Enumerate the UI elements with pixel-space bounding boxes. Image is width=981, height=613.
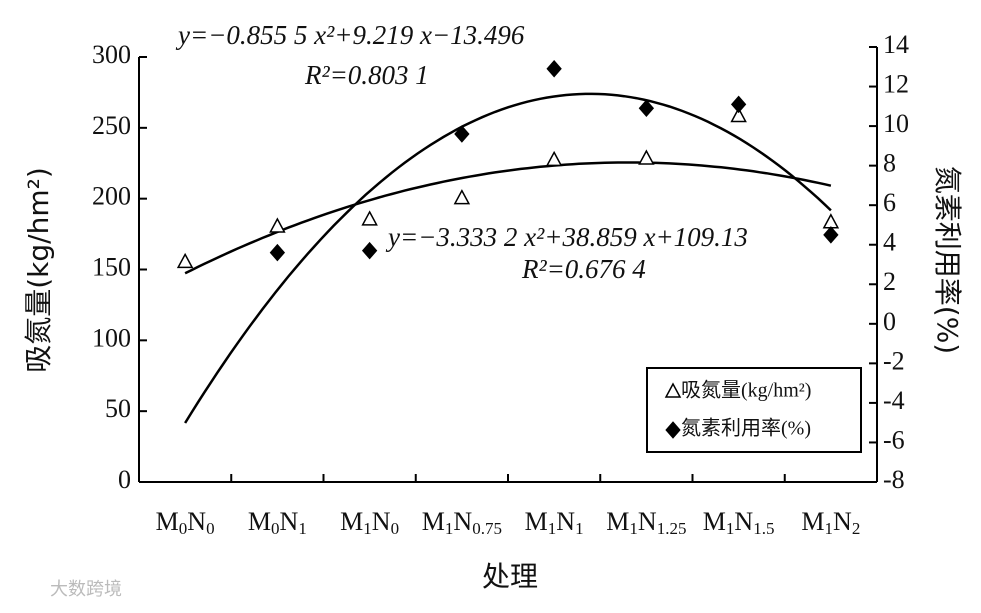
marker-diamond: [665, 421, 681, 439]
y2-tick-label: 14: [883, 30, 909, 59]
x-tick-label: M1N1.25: [606, 507, 686, 538]
y2-axis-label: 氮素利用率(%): [931, 166, 964, 354]
marker-diamond: [269, 243, 286, 262]
x-tick-label: M0N0: [156, 507, 215, 538]
y-tick-label: 50: [105, 394, 131, 423]
annotation: y=−0.855 5 x²+9.219 x−13.496: [175, 20, 525, 50]
marker-diamond: [454, 125, 470, 143]
y2-tick-label: 0: [883, 307, 896, 336]
y2-tick-label: 4: [883, 228, 896, 257]
y-tick-label: 0: [118, 465, 131, 494]
legend-label: 氮素利用率(%): [681, 417, 811, 440]
annotation: R²=0.676 4: [521, 254, 646, 284]
y-tick-label: 150: [92, 252, 131, 281]
x-tick-label: M1N0.75: [422, 507, 502, 538]
marker-triangle: [638, 149, 655, 165]
marker-diamond: [730, 95, 747, 114]
y2-tick-label: 10: [883, 109, 909, 138]
marker-triangle: [822, 213, 840, 229]
x-tick-label: M1N1.5: [703, 507, 775, 538]
marker-triangle: [453, 189, 471, 205]
legend-box: [646, 367, 862, 453]
x-axis-label: 处理: [482, 560, 538, 593]
marker-diamond: [823, 226, 839, 244]
trend-line: [184, 161, 832, 275]
marker-triangle: [176, 252, 194, 269]
trend-line: [184, 92, 832, 424]
marker-diamond: [638, 99, 655, 118]
y2-tick-label: 12: [883, 70, 909, 99]
watermark: 大数跨境: [50, 579, 122, 600]
marker-diamond: [546, 59, 562, 78]
marker-triangle: [664, 382, 682, 398]
x-tick-label: M1N2: [801, 507, 860, 538]
y2-tick-label: -8: [883, 465, 905, 494]
marker-triangle: [269, 217, 286, 233]
y2-tick-label: -6: [883, 425, 905, 454]
legend: 吸氮量(kg/hm²) 氮素利用率(%): [646, 367, 862, 453]
legend-label: 吸氮量(kg/hm²): [681, 379, 811, 402]
y-tick-label: 300: [92, 40, 131, 69]
annotation: y=−3.333 2 x²+38.859 x+109.13: [385, 222, 748, 252]
y2-tick-label: -4: [883, 386, 905, 415]
x-tick-label: M1N1: [525, 507, 584, 538]
y2-tick-label: 8: [883, 149, 896, 178]
y2-tick-label: -2: [883, 346, 905, 375]
marker-triangle: [730, 106, 747, 123]
marker-triangle: [545, 150, 563, 167]
y-tick-label: 100: [92, 323, 131, 352]
y-tick-label: 250: [92, 111, 131, 140]
x-tick-label: M0N1: [248, 507, 307, 538]
x-tick-label: M1N0: [340, 507, 399, 538]
y2-tick-label: 6: [883, 188, 896, 217]
annotation: R²=0.803 1: [304, 60, 429, 90]
marker-diamond: [361, 241, 378, 260]
y-axis-label: 吸氮量(kg/hm²): [22, 167, 55, 373]
y2-tick-label: 2: [883, 267, 896, 296]
marker-triangle: [361, 210, 378, 226]
y-tick-label: 200: [92, 182, 131, 211]
